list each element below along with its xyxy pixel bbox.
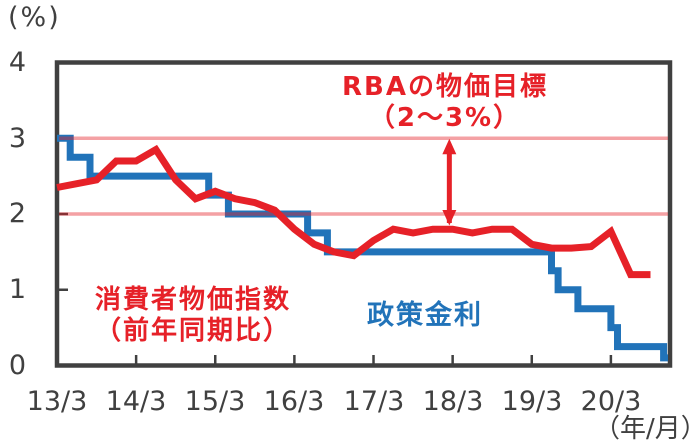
x-axis-tick-label-19-3: 19/3 [501,386,563,417]
cpi-annotation-line2: （前年同期比） [94,316,291,346]
x-axis-tick-label-16-3: 16/3 [263,386,325,417]
y-axis-tick-label-1: 1 [8,274,26,305]
y-axis-unit-label: (%) [8,2,61,33]
cpi-annotation: 消費者物価指数 （前年同期比） [58,285,328,347]
target-band-arrow-up-head [442,138,457,155]
target-band-arrow-down-head [442,210,457,226]
y-axis-tick-label-0: 0 [8,350,26,381]
x-axis-unit-label: （年/月） [594,414,692,444]
plot-border [54,60,673,368]
rba-target-annotation: RBAの物価目標 （2～3%） [312,72,578,134]
rba-target-annotation-line1: RBAの物価目標 [342,72,548,102]
x-axis-tick-label-15-3: 15/3 [184,386,246,417]
x-axis-tick-label-18-3: 18/3 [422,386,484,417]
y-axis-tick-label-3: 3 [8,123,26,154]
x-axis-tick-label-13-3: 13/3 [26,386,88,417]
cpi-line [56,144,651,279]
y-axis-tick-label-4: 4 [8,47,26,78]
x-axis-tick-label-20-3: 20/3 [580,386,642,417]
rba-target-annotation-line2: （2～3%） [368,103,522,133]
policy-rate-annotation: 政策金利 [367,300,483,331]
x-axis-tick-label-17-3: 17/3 [343,386,405,417]
y-axis-tick-label-2: 2 [8,198,26,229]
x-axis-tick-label-14-3: 14/3 [105,386,167,417]
policy-rate-line [57,134,668,362]
cpi-annotation-line1: 消費者物価指数 [94,285,291,315]
